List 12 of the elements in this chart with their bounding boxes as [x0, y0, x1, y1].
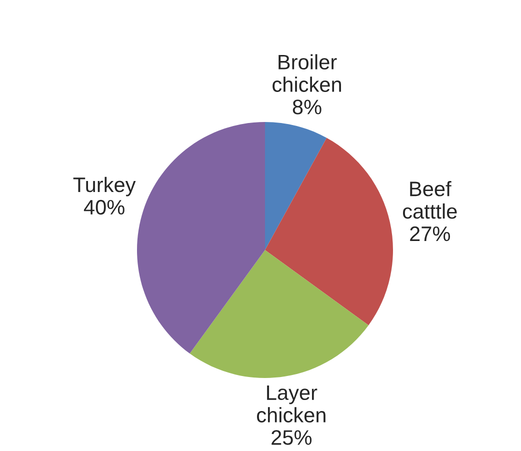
pie-slice — [137, 122, 265, 354]
pie-slice — [190, 250, 369, 378]
pie-slice — [265, 122, 327, 250]
data-label: 25% — [272, 430, 312, 445]
data-label: 40% — [84, 200, 124, 215]
data-label: 27% — [410, 226, 450, 242]
slice-label: Beef catttle — [402, 181, 457, 219]
slice-label: Turkey — [73, 176, 136, 196]
pie-slice — [265, 138, 393, 326]
slice-label: Layer chicken — [257, 385, 326, 422]
slice-label: Broiler chicken — [272, 54, 341, 92]
data-label: 8% — [292, 100, 322, 114]
